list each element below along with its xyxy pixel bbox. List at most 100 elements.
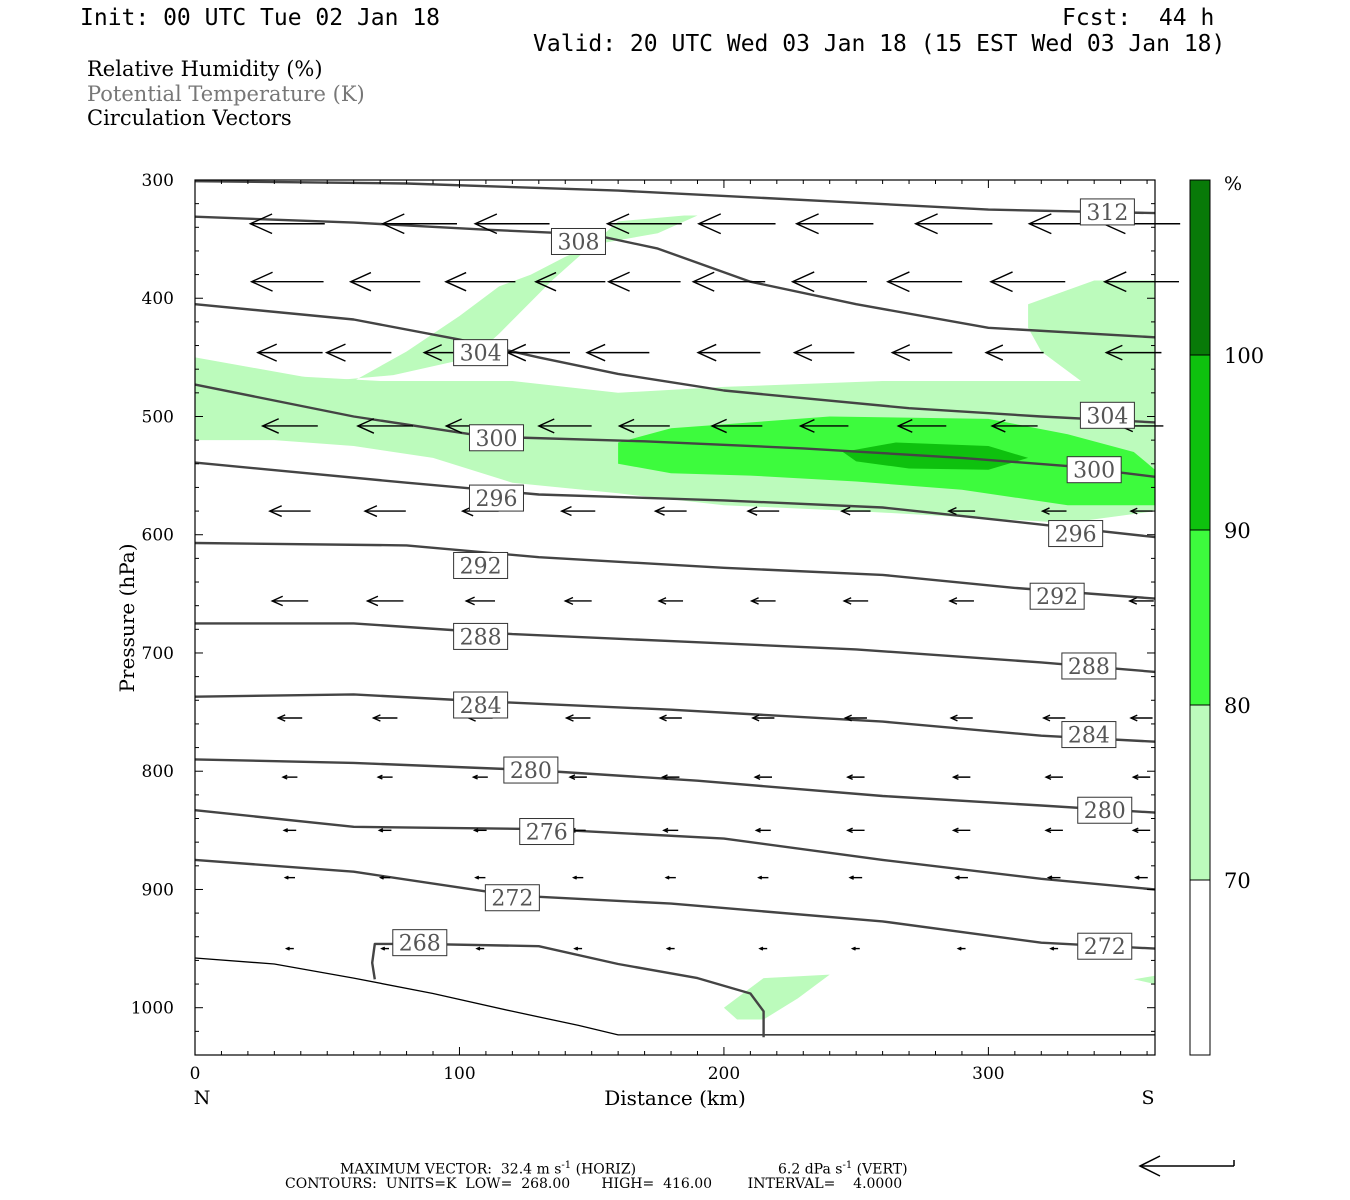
vector-head [665,946,671,951]
circulation-vector [260,418,318,434]
vector-head [1131,827,1139,834]
contour-label-300-0: 300 [475,427,517,452]
circulation-vector [256,343,323,362]
rh-70-area-0 [195,215,698,387]
circulation-vector [585,343,650,362]
x-tick-label-0: 0 [190,1064,201,1084]
contours-text: CONTOURS: UNITS=K LOW= 268.00 HIGH= 416.… [285,1176,903,1192]
vector-head [842,597,852,605]
vector-head [1044,774,1052,780]
circulation-vector [896,419,947,433]
circulation-vector [754,827,771,833]
vector-head [281,774,288,780]
vector-head [380,946,386,951]
vector-head [1134,875,1140,880]
colorbar-segment-4 [1190,180,1210,355]
max-vector-vert-text: 6.2 dPa s-1 (VERT) [778,1160,908,1178]
vector-head [365,595,379,607]
terrain-layer [194,957,1155,1036]
circulation-vector [956,946,966,951]
circulation-vector [846,774,865,780]
contour-label-312-0: 312 [1086,201,1128,226]
circulation-vector [913,213,993,235]
circulation-vector [842,597,869,605]
contour-label-box-300-0 [468,424,524,452]
vector-head [850,946,856,951]
vector-head [758,946,764,951]
circulation-vector [276,714,303,722]
circulation-vector [951,827,971,834]
vector-head [573,946,579,951]
vector-head [1102,271,1127,293]
vector-head [284,946,290,951]
circulation-vector [1044,827,1063,834]
vector-head [754,827,761,833]
vector-head [473,213,498,235]
vector-head [249,271,273,292]
theta-contour-280 [194,758,1156,814]
circulation-vector [850,946,860,951]
contour-label-284-1: 284 [1068,724,1110,749]
circulation-vector [949,714,973,722]
vector-head [1129,507,1138,515]
contour-label-box-280-0 [503,756,559,784]
y-axis-label: Pressure (hPa) [115,544,139,693]
vector-head [1027,213,1052,235]
vector-head [568,774,576,780]
contour-label-box-304-1 [1079,401,1135,429]
circulation-vector [1129,507,1153,515]
circulation-vector [568,774,587,780]
circulation-vector [268,505,311,518]
vector-head [270,595,283,607]
x-tick-label-200: 200 [708,1064,740,1084]
contour-label-box-288-1 [1061,652,1117,680]
north-label: N [194,1087,211,1109]
rh-70-area-4 [1133,975,1155,985]
vector-head [248,213,273,235]
circulation-vector [376,774,393,780]
contour-label-308-0: 308 [557,230,599,255]
circulation-vector [571,875,584,880]
y-tick-label-600: 600 [142,526,174,546]
circulation-vector [658,714,682,722]
south-label: S [1141,1087,1154,1109]
vector-head [606,271,630,292]
circulation-vector [617,418,670,434]
circulation-vector [475,946,485,951]
vector-head [913,213,938,235]
theta-contour-284 [194,693,1156,743]
y-tick-label-500: 500 [142,407,174,427]
colorbar-label-90: 90 [1224,519,1251,543]
colorbar-segment-3 [1190,355,1210,530]
contour-label-284-0: 284 [460,694,502,719]
circulation-vector [284,946,294,951]
max-vector-text: MAXIMUM VECTOR: 32.4 m s-1 (HORIZ) [340,1160,637,1178]
vector-head [1131,774,1139,780]
circulation-vector [283,875,296,880]
circulation-vector [324,343,392,362]
vector-head [475,946,481,951]
vector-head [956,946,962,951]
rh-70-area-2 [1028,280,1155,381]
vector-head [537,418,555,434]
circulation-vector [1041,714,1066,722]
colorbar-unit: % [1224,173,1242,195]
vector-head [751,714,760,722]
circulation-vector [348,271,421,292]
y-tick-label-700: 700 [142,644,174,664]
vector-head [697,213,722,235]
theta-contour-296 [194,461,1156,539]
vector-head [256,343,277,362]
circulation-vector [249,271,324,292]
vector-head [1129,714,1138,722]
vector-head [846,774,853,780]
rh-70-area-3 [723,974,830,1020]
vector-head [696,343,717,362]
vector-head [658,714,667,722]
vector-head [464,596,475,606]
vector-head [260,418,279,434]
circulation-vector [1104,344,1162,361]
y-tick-label-300: 300 [142,171,174,191]
circulation-vector [846,827,865,834]
contour-label-box-300-1 [1066,456,1122,484]
